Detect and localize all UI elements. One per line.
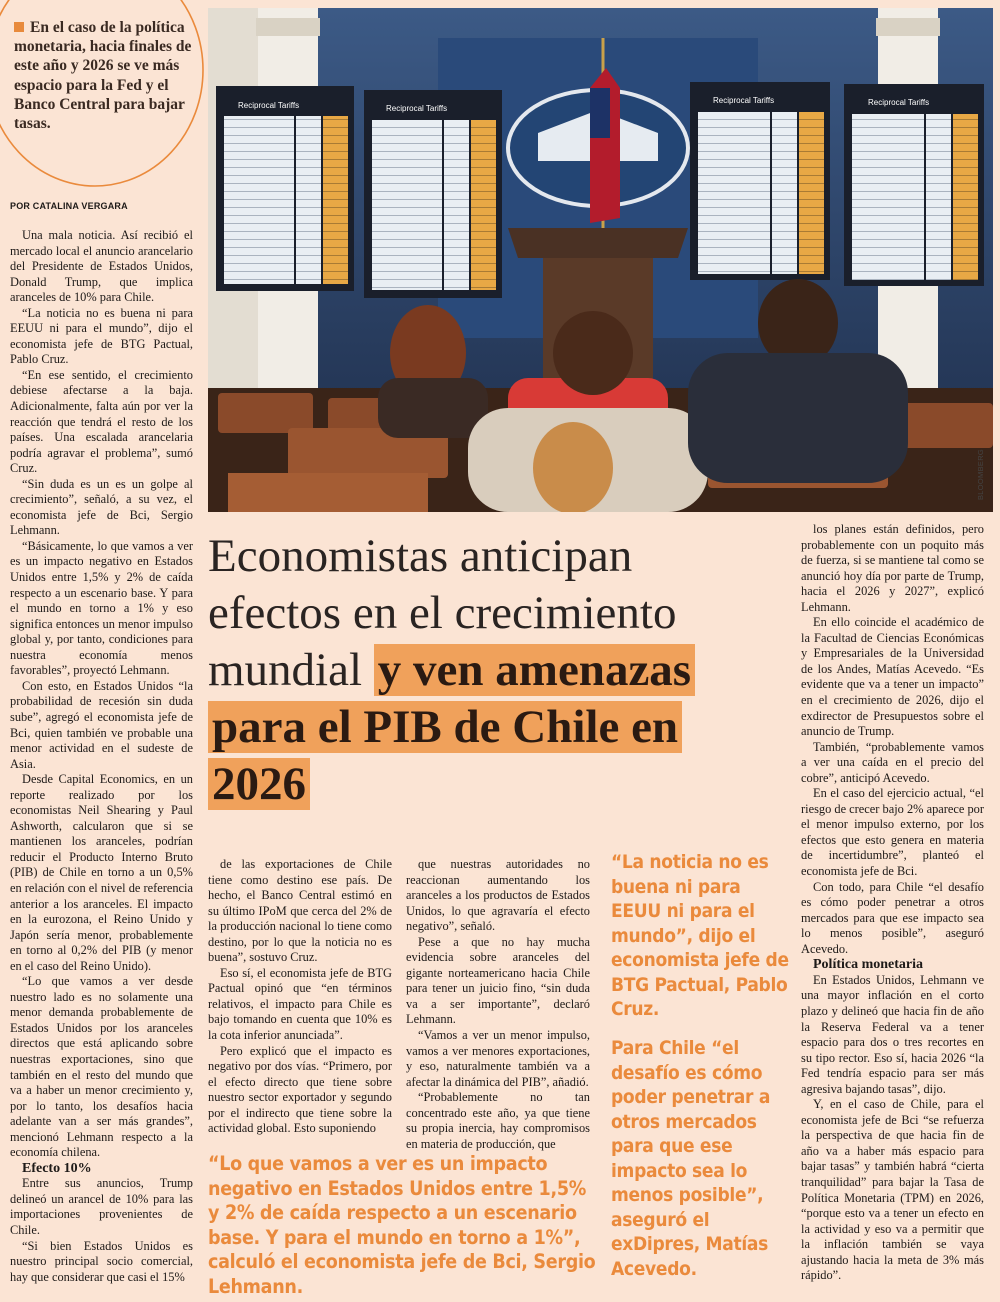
paragraph: Eso sí, el economista jefe de BTG Pactua… [208,965,392,1043]
paragraph: “Sin duda es un es un golpe al crecimien… [10,476,193,538]
board: Reciprocal Tariffs [844,84,984,286]
paragraph: Pese a que no hay mucha evidencia sobre … [406,934,590,1027]
paragraphs: En Estados Unidos, Lehmann ve una mayor … [801,973,984,1284]
paragraph: También, “probablemente vamos a ver una … [801,739,984,785]
paragraph: de las exportaciones de Chile tiene como… [208,857,392,965]
paragraph: que nuestras autoridades no reaccionan a… [406,857,590,934]
paragraphs: Entre sus anuncios, Trump delineó un ara… [10,1176,193,1285]
callout-circle [0,0,204,187]
subhead: Efecto 10% [22,1160,92,1176]
board: Reciprocal Tariffs [690,82,830,280]
board-title: Reciprocal Tariffs [713,96,774,105]
paragraph: Desde Capital Economics, en un reporte r… [10,772,193,973]
paragraph: “Vamos a ver un menor impulso, vamos a v… [406,1028,590,1089]
board-title: Reciprocal Tariffs [238,101,299,110]
column-middle-1: de las exportaciones de Chile tiene como… [208,857,392,1137]
paragraph: Entre sus anuncios, Trump delineó un ara… [10,1176,193,1237]
paragraph: “Básicamente, lo que vamos a ver es un i… [10,538,193,678]
paragraph: “Lo que vamos a ver desde nuestro lado e… [10,974,193,1160]
paragraph: los planes están definidos, pero probabl… [801,522,984,614]
board: Reciprocal Tariffs [364,90,502,298]
photo: Reciprocal Tariffs Reciprocal Tariffs Re… [208,8,993,512]
pull-quote: “La noticia no es buena ni para EEUU ni … [611,851,789,1020]
paragraph: Con esto, en Estados Unidos “la probabil… [10,678,193,771]
paragraph: “Si bien Estados Unidos es nuestro princ… [10,1238,193,1284]
paragraph: En Estados Unidos, Lehmann ve una mayor … [801,972,984,1096]
column-left: Una mala noticia. Así recibió el mercado… [10,228,193,1285]
paragraphs: de las exportaciones de Chile tiene como… [208,857,392,1137]
board: Reciprocal Tariffs [216,86,354,291]
paragraph: Y, en el caso de Chile, para el economis… [801,1097,984,1283]
paragraphs: que nuestras autoridades no reaccionan a… [406,857,590,1152]
paragraphs: los planes están definidos, pero probabl… [801,522,984,957]
paragraph: En el caso del ejercicio actual, “el rie… [801,786,984,879]
byline: POR CATALINA VERGARA [10,201,128,211]
callout: En el caso de la política monetaria, hac… [14,18,192,133]
paragraph: “La noticia no es buena ni para EEUU ni … [10,305,193,367]
callout-text: En el caso de la política monetaria, hac… [14,19,192,133]
board-title: Reciprocal Tariffs [868,98,929,107]
headline: Economistas anticipan efectos en el crec… [208,528,748,813]
paragraph: Con todo, para Chile “el desafío es cómo… [801,879,984,956]
paragraph: “Probablemente no tan concentrado este a… [406,1090,590,1151]
headline-light: Economistas anticipan efectos en el crec… [208,530,677,696]
subhead: Política monetaria [813,957,924,973]
paragraph: En ello coincide el académico de la Facu… [801,615,984,739]
paragraph: Pero explicó que el impacto es negativo … [208,1043,392,1136]
column-right: los planes están definidos, pero probabl… [801,522,984,1284]
column-middle-2: que nuestras autoridades no reaccionan a… [406,857,590,1152]
pull-quote: “Lo que vamos a ver es un impacto negati… [208,1152,596,1298]
paragraphs: Una mala noticia. Así recibió el mercado… [10,228,193,1161]
board-title: Reciprocal Tariffs [386,104,447,113]
photo-credit: BLOOMBERG [976,448,985,500]
pull-quote: Para Chile “el desafío es cómo poder pen… [611,1037,771,1280]
paragraph: “En ese sentido, el crecimiento debiese … [10,367,193,476]
paragraph: Una mala noticia. Así recibió el mercado… [10,228,193,305]
